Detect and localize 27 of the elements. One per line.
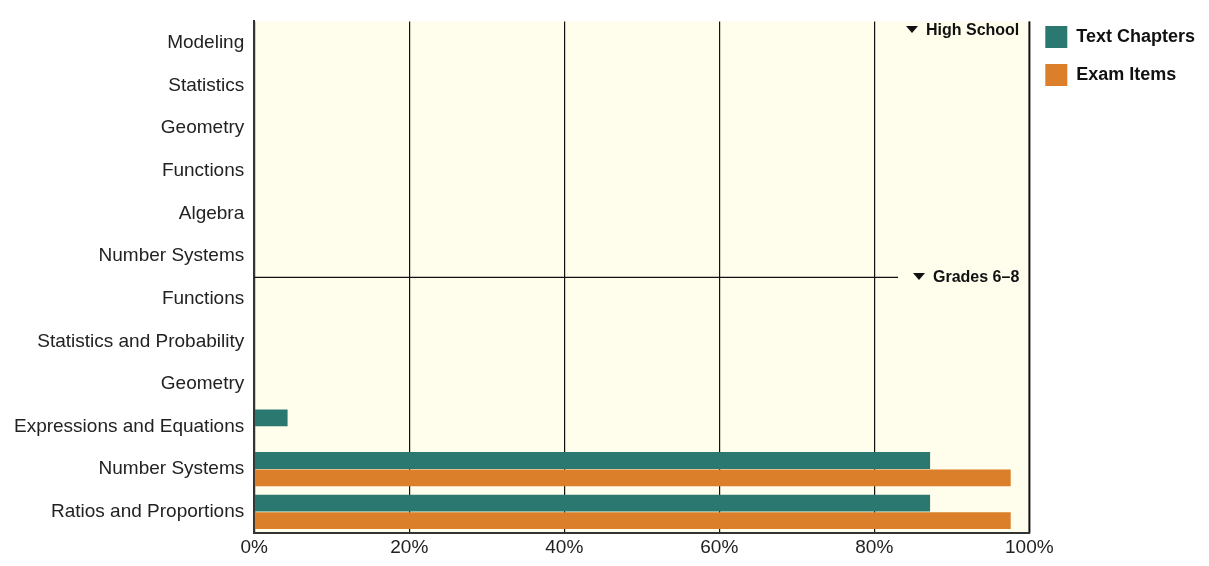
y-tick-label: Number Systems: [98, 457, 245, 479]
bar: [254, 452, 931, 469]
y-tick-label: Geometry: [160, 116, 245, 138]
y-tick-label: Expressions and Equations: [13, 414, 245, 436]
bar: [254, 494, 931, 512]
y-tick-label: Number Systems: [98, 244, 245, 266]
annotation: High School: [925, 20, 1020, 38]
y-tick-label: Statistics: [168, 73, 245, 95]
legend-label: Text Chapters: [1076, 25, 1196, 46]
y-tick-label: Ratios and Proportions: [50, 500, 245, 522]
x-tick-label: 100%: [1005, 535, 1054, 557]
y-tick-label: Modeling: [167, 30, 245, 52]
annotation: Grades 6–8: [933, 267, 1020, 285]
bar: [254, 469, 1011, 487]
y-tick-label: Geometry: [160, 372, 245, 394]
x-tick-label: 60%: [700, 535, 739, 557]
y-tick-label: Statistics and Probability: [37, 329, 245, 351]
x-tick-label: 20%: [390, 535, 429, 557]
y-tick-label: Functions: [161, 286, 245, 308]
bar: [254, 409, 288, 427]
bar: [254, 512, 1011, 530]
x-tick-label: 0%: [240, 535, 269, 557]
x-tick-label: 40%: [545, 535, 584, 557]
x-tick-label: 80%: [855, 535, 894, 557]
y-tick-label: Functions: [161, 158, 245, 180]
y-tick-label: Algebra: [178, 201, 245, 223]
legend-label: Exam Items: [1076, 63, 1177, 84]
